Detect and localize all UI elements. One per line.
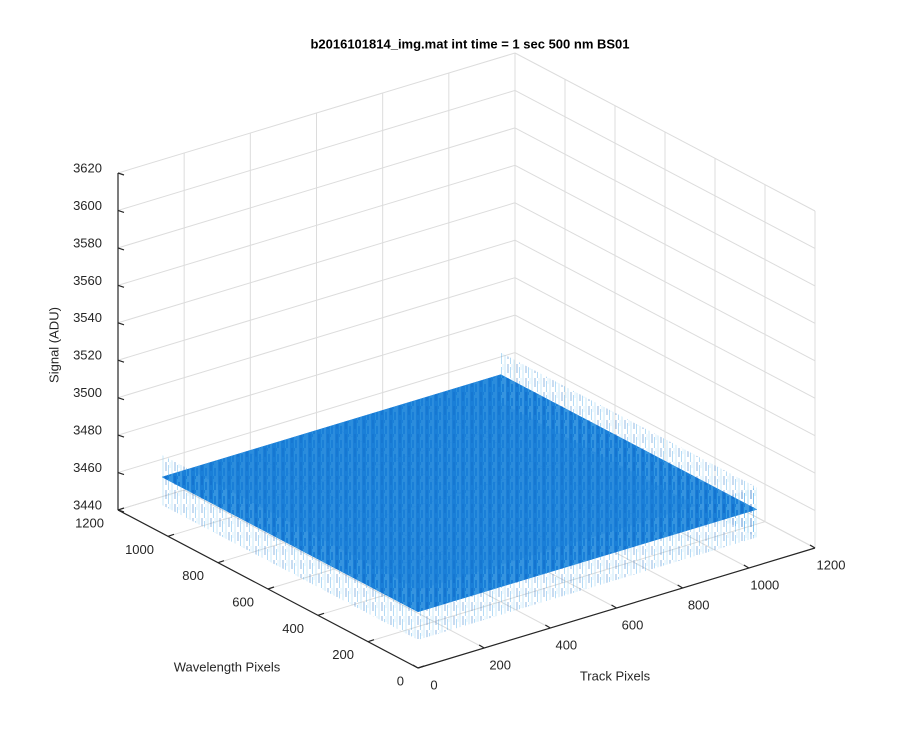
grid-line: [514, 52, 816, 212]
z-tick: [117, 509, 125, 513]
y-tick-label: 0: [397, 673, 404, 688]
surface-texture: [331, 400, 481, 460]
x-tick-label: 1000: [750, 577, 779, 592]
y-tick: [367, 639, 375, 643]
x-tick-label: 200: [489, 657, 511, 672]
y-tick-label: 400: [282, 621, 304, 636]
surface-edge: [418, 487, 757, 640]
z-tick-label: 3580: [73, 235, 102, 250]
axes: 0 200 400 600 800 1000 1200 0 200 400 600 800 1000 12…: [73, 160, 845, 692]
z-tick: [117, 434, 125, 438]
grid-line: [514, 164, 816, 324]
y-tick: [417, 665, 425, 669]
z-tick: [117, 397, 125, 401]
y-tick: [167, 533, 175, 537]
grid-line: [117, 89, 516, 211]
grid-line: [117, 239, 516, 361]
grid-line: [117, 202, 516, 324]
surface-texture: [310, 459, 460, 519]
y-tick: [267, 586, 275, 590]
y-tick-label: 1000: [125, 542, 154, 557]
z-tick-label: 3600: [73, 198, 102, 213]
grid-line: [514, 277, 816, 437]
z-tick-label: 3480: [73, 423, 102, 438]
z-tick: [117, 471, 125, 476]
x-tick: [809, 544, 816, 549]
y-axis-label: Wavelength Pixels: [174, 659, 281, 674]
z-tick: [117, 284, 125, 288]
x-tick: [412, 664, 419, 669]
x-tick: [478, 644, 485, 649]
z-tick: [117, 209, 125, 214]
x-tick-label: 1200: [817, 557, 846, 572]
z-tick-label: 3460: [73, 460, 102, 475]
y-tick: [317, 612, 325, 616]
grid-line: [514, 202, 816, 362]
x-tick-label: 800: [688, 597, 710, 612]
y-tick-label: 200: [332, 647, 354, 662]
chart-title: b2016101814_img.mat int time = 1 sec 500…: [310, 36, 629, 51]
surface: [161, 352, 758, 640]
grid-line: [514, 239, 816, 399]
y-tick-label: 800: [182, 568, 204, 583]
x-axis-label: Track Pixels: [580, 668, 651, 683]
x-tick: [611, 604, 617, 609]
y-tick-label: 600: [232, 594, 254, 609]
z-tick-label: 3440: [73, 497, 102, 512]
grid-line: [514, 352, 816, 511]
grid-line: [514, 314, 816, 474]
z-axis-label: Signal (ADU): [46, 307, 61, 383]
z-tick: [117, 322, 125, 326]
surface-texture: [459, 467, 609, 527]
z-tick-label: 3560: [73, 273, 102, 288]
grid-line: [117, 127, 516, 249]
z-tick: [117, 172, 125, 176]
x-tick: [545, 624, 551, 629]
surface-texture: [395, 433, 545, 494]
grid-line: [117, 314, 516, 436]
z-tick-label: 3520: [73, 348, 102, 363]
surface-edge: [500, 352, 757, 538]
x-tick: [677, 584, 683, 589]
x-tick-label: 400: [555, 637, 577, 652]
grid-line: [117, 277, 516, 399]
surface-texture: [374, 493, 524, 553]
z-tick-label: 3620: [73, 160, 102, 175]
grid-line: [514, 90, 816, 249]
y-tick: [217, 560, 225, 564]
grid-line: [514, 127, 816, 287]
grid-line: [117, 164, 516, 286]
grid-line: [117, 52, 516, 174]
y-tick-label: 1200: [75, 515, 104, 530]
surface-texture: [246, 425, 396, 486]
x-tick: [743, 564, 750, 569]
z-tick: [117, 247, 125, 251]
x-tick-label: 600: [622, 617, 644, 632]
x-tick-label: 0: [430, 677, 437, 692]
z-tick: [117, 359, 125, 363]
grid-line: [117, 352, 516, 474]
z-tick-label: 3500: [73, 385, 102, 400]
y-tick: [117, 507, 125, 511]
z-tick-label: 3540: [73, 310, 102, 325]
surface-edge: [162, 455, 418, 640]
